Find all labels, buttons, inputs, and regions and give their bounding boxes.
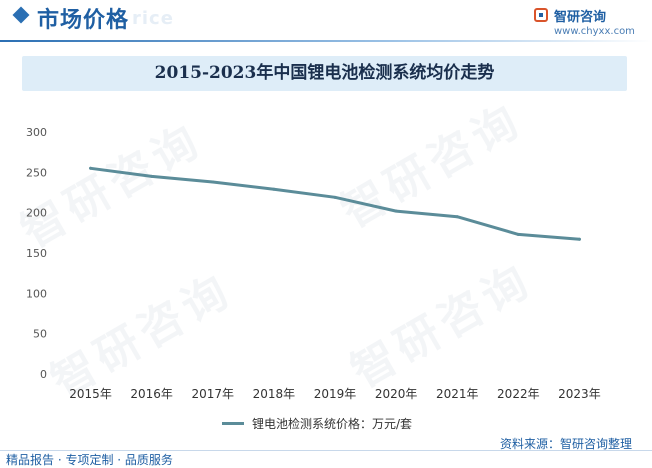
page-header: rice 市场价格 智研咨询 www.chyxx.com xyxy=(0,0,652,40)
x-tick-label: 2019年 xyxy=(314,387,357,401)
footer-bar: 精品报告 · 专项定制 · 品质服务 xyxy=(0,451,652,467)
data-point xyxy=(211,180,215,184)
header-title-shadow: rice xyxy=(132,8,174,29)
data-source: 资料来源：智研咨询整理 xyxy=(499,437,632,451)
y-tick-label: 200 xyxy=(26,207,47,220)
data-point xyxy=(455,215,459,219)
brand-url: www.chyxx.com xyxy=(554,26,635,37)
data-point xyxy=(394,209,398,213)
chart-title-box: 2015-2023年中国锂电池检测系统均价走势 xyxy=(22,56,627,91)
y-tick-label: 300 xyxy=(26,126,47,139)
x-tick-label: 2016年 xyxy=(130,387,173,401)
x-tick-label: 2023年 xyxy=(558,387,601,401)
data-point xyxy=(272,187,276,191)
x-tick-label: 2022年 xyxy=(497,387,540,401)
y-tick-label: 250 xyxy=(26,166,47,179)
x-tick-label: 2020年 xyxy=(375,387,418,401)
brand-name: 智研咨询 xyxy=(554,10,607,25)
footer-services: 精品报告 · 专项定制 · 品质服务 xyxy=(6,453,173,467)
brand-block: 智研咨询 www.chyxx.com xyxy=(534,4,635,38)
chart-title: 2015-2023年中国锂电池检测系统均价走势 xyxy=(154,63,495,83)
data-point xyxy=(150,174,154,178)
legend-label: 锂电池检测系统价格：万元/套 xyxy=(252,417,413,431)
data-point xyxy=(333,195,337,199)
x-tick-label: 2018年 xyxy=(253,387,296,401)
footer-rule xyxy=(0,450,652,451)
data-point xyxy=(516,232,520,236)
section-title: 市场价格 xyxy=(37,8,130,33)
series-line xyxy=(89,166,581,241)
legend-swatch xyxy=(222,422,244,425)
header-divider xyxy=(0,40,652,42)
brand-logo-icon xyxy=(534,8,548,22)
y-tick-label: 150 xyxy=(26,247,47,260)
x-tick-label: 2015年 xyxy=(69,387,112,401)
y-tick-label: 0 xyxy=(40,368,47,381)
x-tick-label: 2021年 xyxy=(436,387,479,401)
x-tick-label: 2017年 xyxy=(192,387,235,401)
y-tick-label: 50 xyxy=(33,328,47,341)
data-point xyxy=(577,237,581,241)
y-tick-label: 100 xyxy=(26,287,47,300)
data-point xyxy=(89,166,93,170)
